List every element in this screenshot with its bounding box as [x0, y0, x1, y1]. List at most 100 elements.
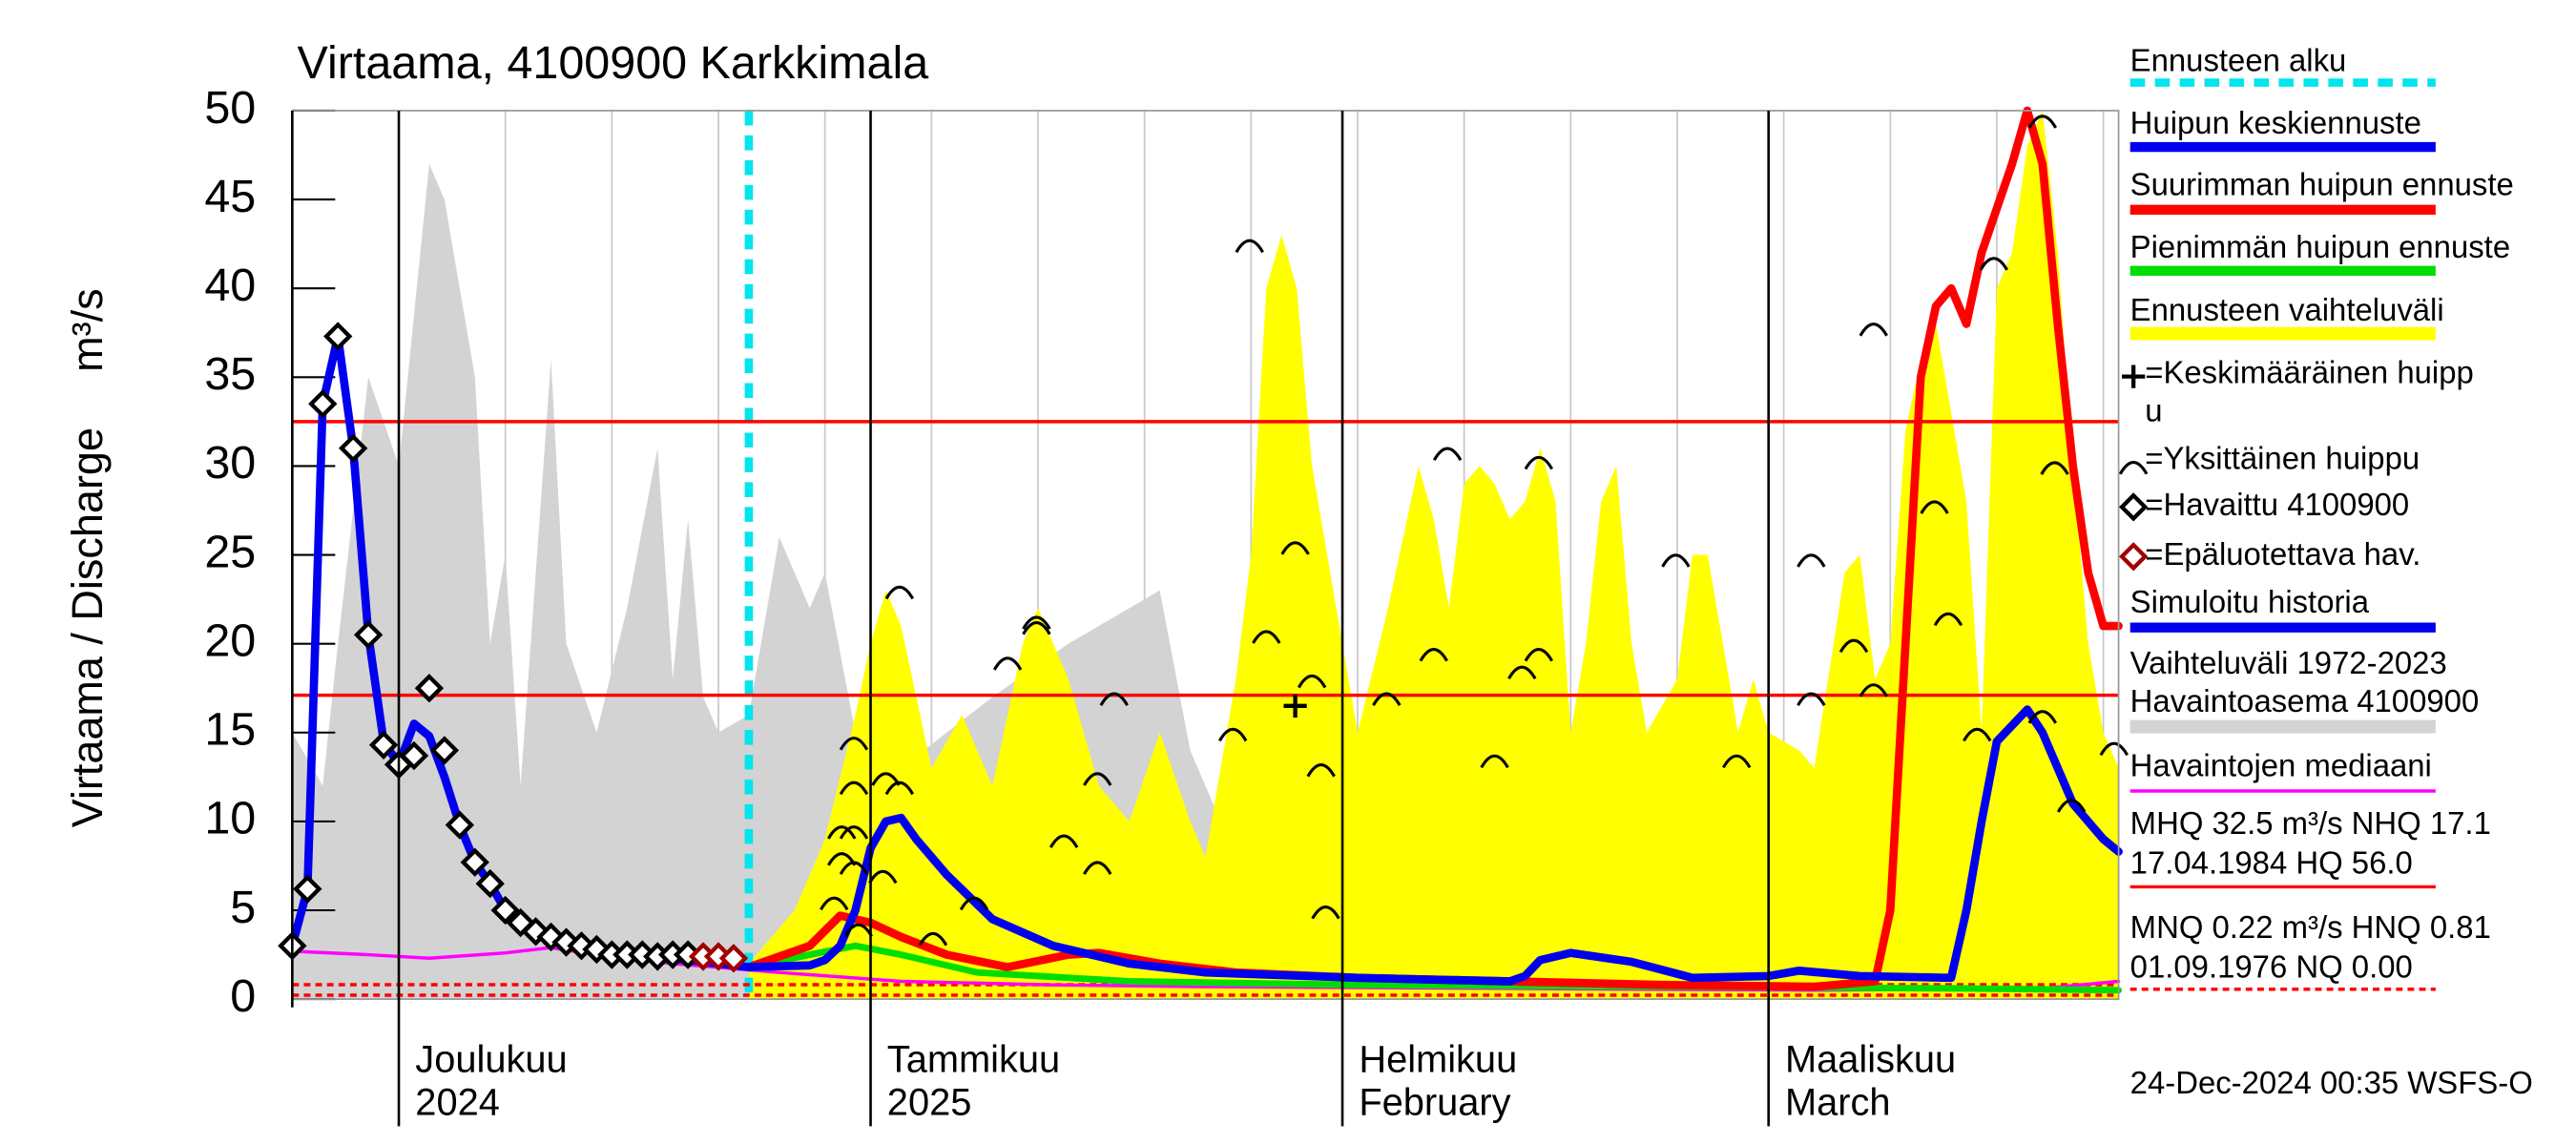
y-tick-label: 40 — [204, 260, 256, 311]
legend-label: =Epäluotettava hav. — [2145, 536, 2420, 572]
y-tick-label: 30 — [204, 437, 256, 489]
arc-marker — [1797, 553, 1826, 568]
arc-marker — [820, 896, 849, 911]
arc-marker — [2056, 799, 2087, 813]
diamond-marker — [323, 322, 353, 351]
legend-label: Havaintojen mediaani — [2130, 747, 2432, 782]
arc-marker — [1099, 692, 1129, 706]
y-tick-label: 10 — [204, 793, 256, 844]
diamond-marker — [293, 874, 322, 904]
y-tick-label: 25 — [204, 526, 256, 577]
legend-label: Ennusteen alku — [2130, 42, 2347, 77]
arc-marker — [1507, 665, 1537, 680]
arc-marker — [1661, 553, 1691, 568]
legend-label: u — [2145, 392, 2162, 427]
legend-label: =Keskimääräinen huipp — [2145, 355, 2474, 390]
arc-marker — [1022, 615, 1051, 630]
arc-marker — [1252, 630, 1281, 644]
legend-label: Ennusteen vaihteluväli — [2130, 292, 2444, 327]
diamond-marker — [414, 674, 445, 703]
arc-marker — [1839, 638, 1869, 654]
diamond-marker — [338, 433, 368, 463]
diamond-marker — [490, 895, 520, 926]
arc-marker — [1083, 861, 1112, 875]
arc-marker — [2099, 741, 2129, 757]
arc-marker — [839, 861, 869, 875]
diamond-marker — [445, 810, 474, 840]
diamond-marker — [2118, 492, 2149, 522]
arc-marker — [1859, 323, 1888, 337]
y-axis-unit: m³/s — [63, 288, 112, 371]
footer: 24-Dec-2024 00:35 WSFS-O — [2130, 1065, 2533, 1100]
arc-marker — [884, 781, 915, 796]
arc-marker — [2027, 114, 2058, 129]
x-tick-label: Maaliskuu — [1785, 1038, 1956, 1080]
arc-marker — [1022, 621, 1051, 635]
arc-marker — [1306, 763, 1336, 778]
arc-marker — [1920, 500, 1949, 514]
arc-marker — [1524, 647, 1554, 662]
arc-marker — [1859, 683, 1888, 697]
y-axis-label: Virtaama / Discharge — [63, 427, 112, 827]
legend-label: Vaihteluväli 1972-2023 — [2130, 645, 2447, 680]
y-tick-label: 5 — [230, 882, 256, 933]
diamond-marker — [353, 620, 384, 650]
arc-marker — [1963, 727, 1992, 742]
arc-marker — [1049, 834, 1079, 848]
diamond-marker — [718, 944, 749, 973]
arc-marker — [1524, 455, 1554, 470]
diamond-marker — [2118, 542, 2149, 572]
arc-marker — [1235, 239, 1264, 254]
arc-marker — [1372, 692, 1402, 706]
arc-marker — [959, 896, 989, 911]
x-tick-label: Tammikuu — [887, 1038, 1060, 1080]
arc-marker — [2027, 710, 2058, 724]
chart-title: Virtaama, 4100900 Karkkimala — [298, 37, 929, 89]
arc-marker — [1297, 674, 1327, 689]
legend-label: Simuloitu historia — [2130, 584, 2370, 619]
legend-label: Pienimmän huipun ennuste — [2130, 229, 2510, 264]
x-tick-label: Helmikuu — [1359, 1038, 1517, 1080]
legend-label: MHQ 32.5 m³/s NHQ 17.1 — [2130, 805, 2491, 841]
arc-marker — [1797, 692, 1826, 706]
diamond-marker — [399, 740, 429, 771]
legend-label: MNQ 0.22 m³/s HNQ 0.81 — [2130, 909, 2491, 945]
plus-marker — [1283, 694, 1307, 718]
arc-marker — [1432, 447, 1463, 461]
diamond-marker — [308, 389, 338, 419]
y-tick-label: 0 — [230, 970, 256, 1022]
series-line — [744, 106, 2123, 991]
arc-marker — [1217, 727, 1248, 742]
legend-label: 17.04.1984 HQ 56.0 — [2130, 845, 2413, 881]
legend-label: Havaintoasema 4100900 — [2130, 683, 2480, 718]
y-tick-label: 50 — [204, 82, 256, 134]
plus-marker — [2122, 364, 2146, 388]
diamond-marker — [429, 736, 460, 765]
arc-marker — [1480, 754, 1509, 769]
arc-marker — [1419, 647, 1448, 662]
x-tick-sublabel: 2025 — [887, 1081, 972, 1123]
y-tick-label: 15 — [204, 704, 256, 756]
x-tick-sublabel: February — [1359, 1081, 1510, 1123]
legend-label: 01.09.1976 NQ 0.00 — [2130, 949, 2413, 985]
arc-marker — [1311, 906, 1340, 920]
diamond-marker — [460, 847, 489, 877]
arc-marker — [2040, 461, 2069, 475]
arc-marker — [884, 585, 915, 600]
arc-marker — [2118, 461, 2149, 475]
arc-marker — [1721, 754, 1752, 769]
y-tick-label: 45 — [204, 171, 256, 222]
legend-label: =Yksittäinen huippu — [2145, 441, 2420, 476]
x-tick-sublabel: 2024 — [415, 1081, 500, 1123]
arc-marker — [1979, 257, 2008, 271]
y-tick-label: 35 — [204, 348, 256, 400]
arc-marker — [1083, 772, 1112, 786]
arc-marker — [827, 825, 857, 840]
x-tick-label: Joulukuu — [415, 1038, 567, 1080]
diamond-marker — [368, 730, 399, 760]
y-tick-label: 20 — [204, 614, 256, 666]
arc-marker — [992, 656, 1023, 671]
arc-marker — [1280, 541, 1310, 555]
